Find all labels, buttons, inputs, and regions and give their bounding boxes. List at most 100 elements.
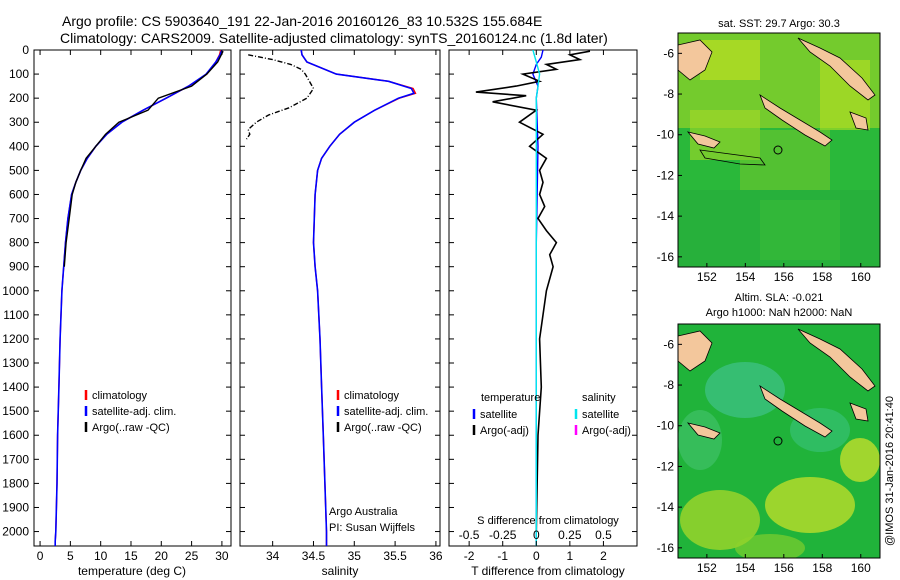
depth-tick-label-4: 400 <box>9 139 29 153</box>
depth-tick-label-8: 800 <box>9 236 29 250</box>
sst-map-ytick-label-4: -14 <box>657 209 675 223</box>
sla-map-frame <box>677 323 881 559</box>
sst-map-title: sat. SST: 29.7 Argo: 30.3 <box>718 18 840 30</box>
temperature-legend-label-1: satellite-adj. clim. <box>92 406 176 418</box>
temperature-xtick-label-5: 25 <box>185 549 199 563</box>
title-line-2: Climatology: CARS2009. Satellite-adjuste… <box>60 30 608 46</box>
salinity-series-line-2 <box>245 54 315 140</box>
sst-map-ytick-label-0: -6 <box>663 46 674 60</box>
temperature-xtick-label-4: 20 <box>155 549 169 563</box>
temperature-xtick-label-0: 0 <box>37 549 44 563</box>
salinity-series-line-1 <box>300 50 416 546</box>
salinity-legend-label-2: Argo(..raw -QC) <box>344 422 422 434</box>
salinity-legend-label-0: climatology <box>344 390 400 402</box>
difference-panel: -2 -1 0 1 2 -0.5 -0.25 0 0.25 0.5 S difference f… <box>448 49 638 578</box>
temperature-panel: 0 5 10 15 20 25 30 0 100 200 300 400 500 600 700 800 90… <box>2 43 232 578</box>
depth-tick-label-13: 1300 <box>2 356 29 370</box>
sst-map-xtick-label-3: 158 <box>812 270 832 284</box>
legend-temperature-label-1: Argo(-adj) <box>480 425 529 437</box>
temperature-xtick-label-1: 5 <box>67 549 74 563</box>
depth-tick-label-7: 700 <box>9 212 29 226</box>
salinity-xtick-label-3: 35.5 <box>383 549 407 563</box>
depth-tick-label-3: 300 <box>9 115 29 129</box>
sla-map-ytick-label-5: -16 <box>657 541 675 555</box>
legend-salinity-label-0: satellite <box>582 409 619 421</box>
salinity-xtick-label-1: 34.5 <box>302 549 326 563</box>
temperature-legend-label-2: Argo(..raw -QC) <box>92 422 170 434</box>
sla-map-ytick-label-2: -10 <box>657 419 675 433</box>
salinity-panel: 34 34.5 35 35.5 36 salinity climatology satel… <box>239 49 443 578</box>
sst-map-frame <box>677 32 881 268</box>
legend-salinity-label-1: Argo(-adj) <box>582 425 631 437</box>
sst-map-xtick-label-0: 152 <box>697 270 717 284</box>
sla-map-title-2: Argo h1000: NaN h2000: NaN <box>706 307 853 319</box>
difference-top-tick-label-0: -0.5 <box>459 528 480 542</box>
sst-map-xtick-label-1: 154 <box>735 270 755 284</box>
difference-xtick-label-4: 2 <box>600 549 607 563</box>
sst-map-ytick-label-1: -8 <box>663 87 674 101</box>
sst-map-ytick-label-2: -10 <box>657 128 675 142</box>
sla-map-xtick-label-4: 160 <box>851 561 871 575</box>
sla-map-xtick-label-0: 152 <box>697 561 717 575</box>
depth-tick-label-20: 2000 <box>2 525 29 539</box>
salinity-xtick-label-2: 35 <box>348 549 362 563</box>
depth-tick-label-2: 200 <box>9 91 29 105</box>
depth-tick-label-15: 1500 <box>2 404 29 418</box>
difference-top-tick-label-3: 0.25 <box>558 528 582 542</box>
difference-xlabel: T difference from climatology <box>471 564 625 578</box>
footer-stamp: @IMOS 31-Jan-2016 20:41:40 <box>884 396 896 546</box>
title-line-1: Argo profile: CS 5903640_191 22-Jan-2016… <box>62 13 542 29</box>
sla-map-title-1: Altim. SLA: -0.021 <box>735 292 824 304</box>
salinity-xtick-label-0: 34 <box>266 549 280 563</box>
temperature-xtick-label-3: 15 <box>124 549 138 563</box>
legend-salinity-title: salinity <box>582 392 616 404</box>
difference-xtick-label-2: 0 <box>533 549 540 563</box>
temperature-xlabel: temperature (deg C) <box>78 564 186 578</box>
sla-map-xtick-label-2: 156 <box>774 561 794 575</box>
difference-xtick-label-0: -2 <box>464 549 475 563</box>
depth-tick-label-16: 1600 <box>2 428 29 442</box>
salinity-annotation-2: PI: Susan Wijffels <box>329 522 415 534</box>
depth-tick-label-18: 1800 <box>2 476 29 490</box>
difference-top-tick-label-1: -0.25 <box>489 528 517 542</box>
temperature-legend-label-0: climatology <box>92 390 148 402</box>
salinity-xlabel: salinity <box>322 564 359 578</box>
temperature-series-line-2 <box>63 50 224 267</box>
salinity-annotation-1: Argo Australia <box>329 506 398 518</box>
difference-top-axis-label: S difference from climatology <box>477 515 619 527</box>
salinity-legend-label-1: satellite-adj. clim. <box>344 406 428 418</box>
sst-map-land <box>678 37 876 166</box>
depth-tick-label-11: 1100 <box>3 308 29 322</box>
sla-map-ytick-label-1: -8 <box>663 378 674 392</box>
depth-tick-label-12: 1200 <box>2 332 29 346</box>
sst-map-ytick-label-5: -16 <box>657 250 675 264</box>
sla-map-ytick-label-0: -6 <box>663 337 674 351</box>
depth-tick-label-17: 1700 <box>2 452 29 466</box>
difference-plot-frame <box>448 49 638 547</box>
sst-map-ytick-label-3: -12 <box>657 168 675 182</box>
sla-map-xtick-label-1: 154 <box>735 561 755 575</box>
sla-map-ytick-label-3: -12 <box>657 459 675 473</box>
temperature-xtick-label-2: 10 <box>94 549 108 563</box>
difference-top-tick-label-4: 0.5 <box>595 528 612 542</box>
sla-map-panel: Altim. SLA: -0.021 Argo h1000: NaN h2000… <box>657 292 881 575</box>
legend-temperature-title: temperature <box>481 392 540 404</box>
depth-tick-label-0: 0 <box>22 43 29 57</box>
sst-map-panel: sat. SST: 29.7 Argo: 30.3 <box>657 18 881 284</box>
difference-top-tick-label-2: 0 <box>533 528 540 542</box>
legend-temperature-label-0: satellite <box>480 409 517 421</box>
sla-map-ytick-label-4: -14 <box>657 500 675 514</box>
difference-series-line-1 <box>475 50 591 532</box>
sst-argo-position-marker <box>773 145 783 155</box>
depth-tick-label-10: 1000 <box>2 284 29 298</box>
depth-tick-label-5: 500 <box>9 163 29 177</box>
depth-tick-label-9: 900 <box>9 260 29 274</box>
temperature-plot-frame <box>33 49 232 547</box>
salinity-xtick-label-4: 36 <box>429 549 443 563</box>
depth-tick-label-1: 100 <box>9 67 29 81</box>
depth-tick-label-14: 1400 <box>2 380 29 394</box>
difference-xtick-label-3: 1 <box>567 549 574 563</box>
sla-map-land <box>678 328 876 440</box>
depth-tick-label-19: 1900 <box>2 500 29 514</box>
